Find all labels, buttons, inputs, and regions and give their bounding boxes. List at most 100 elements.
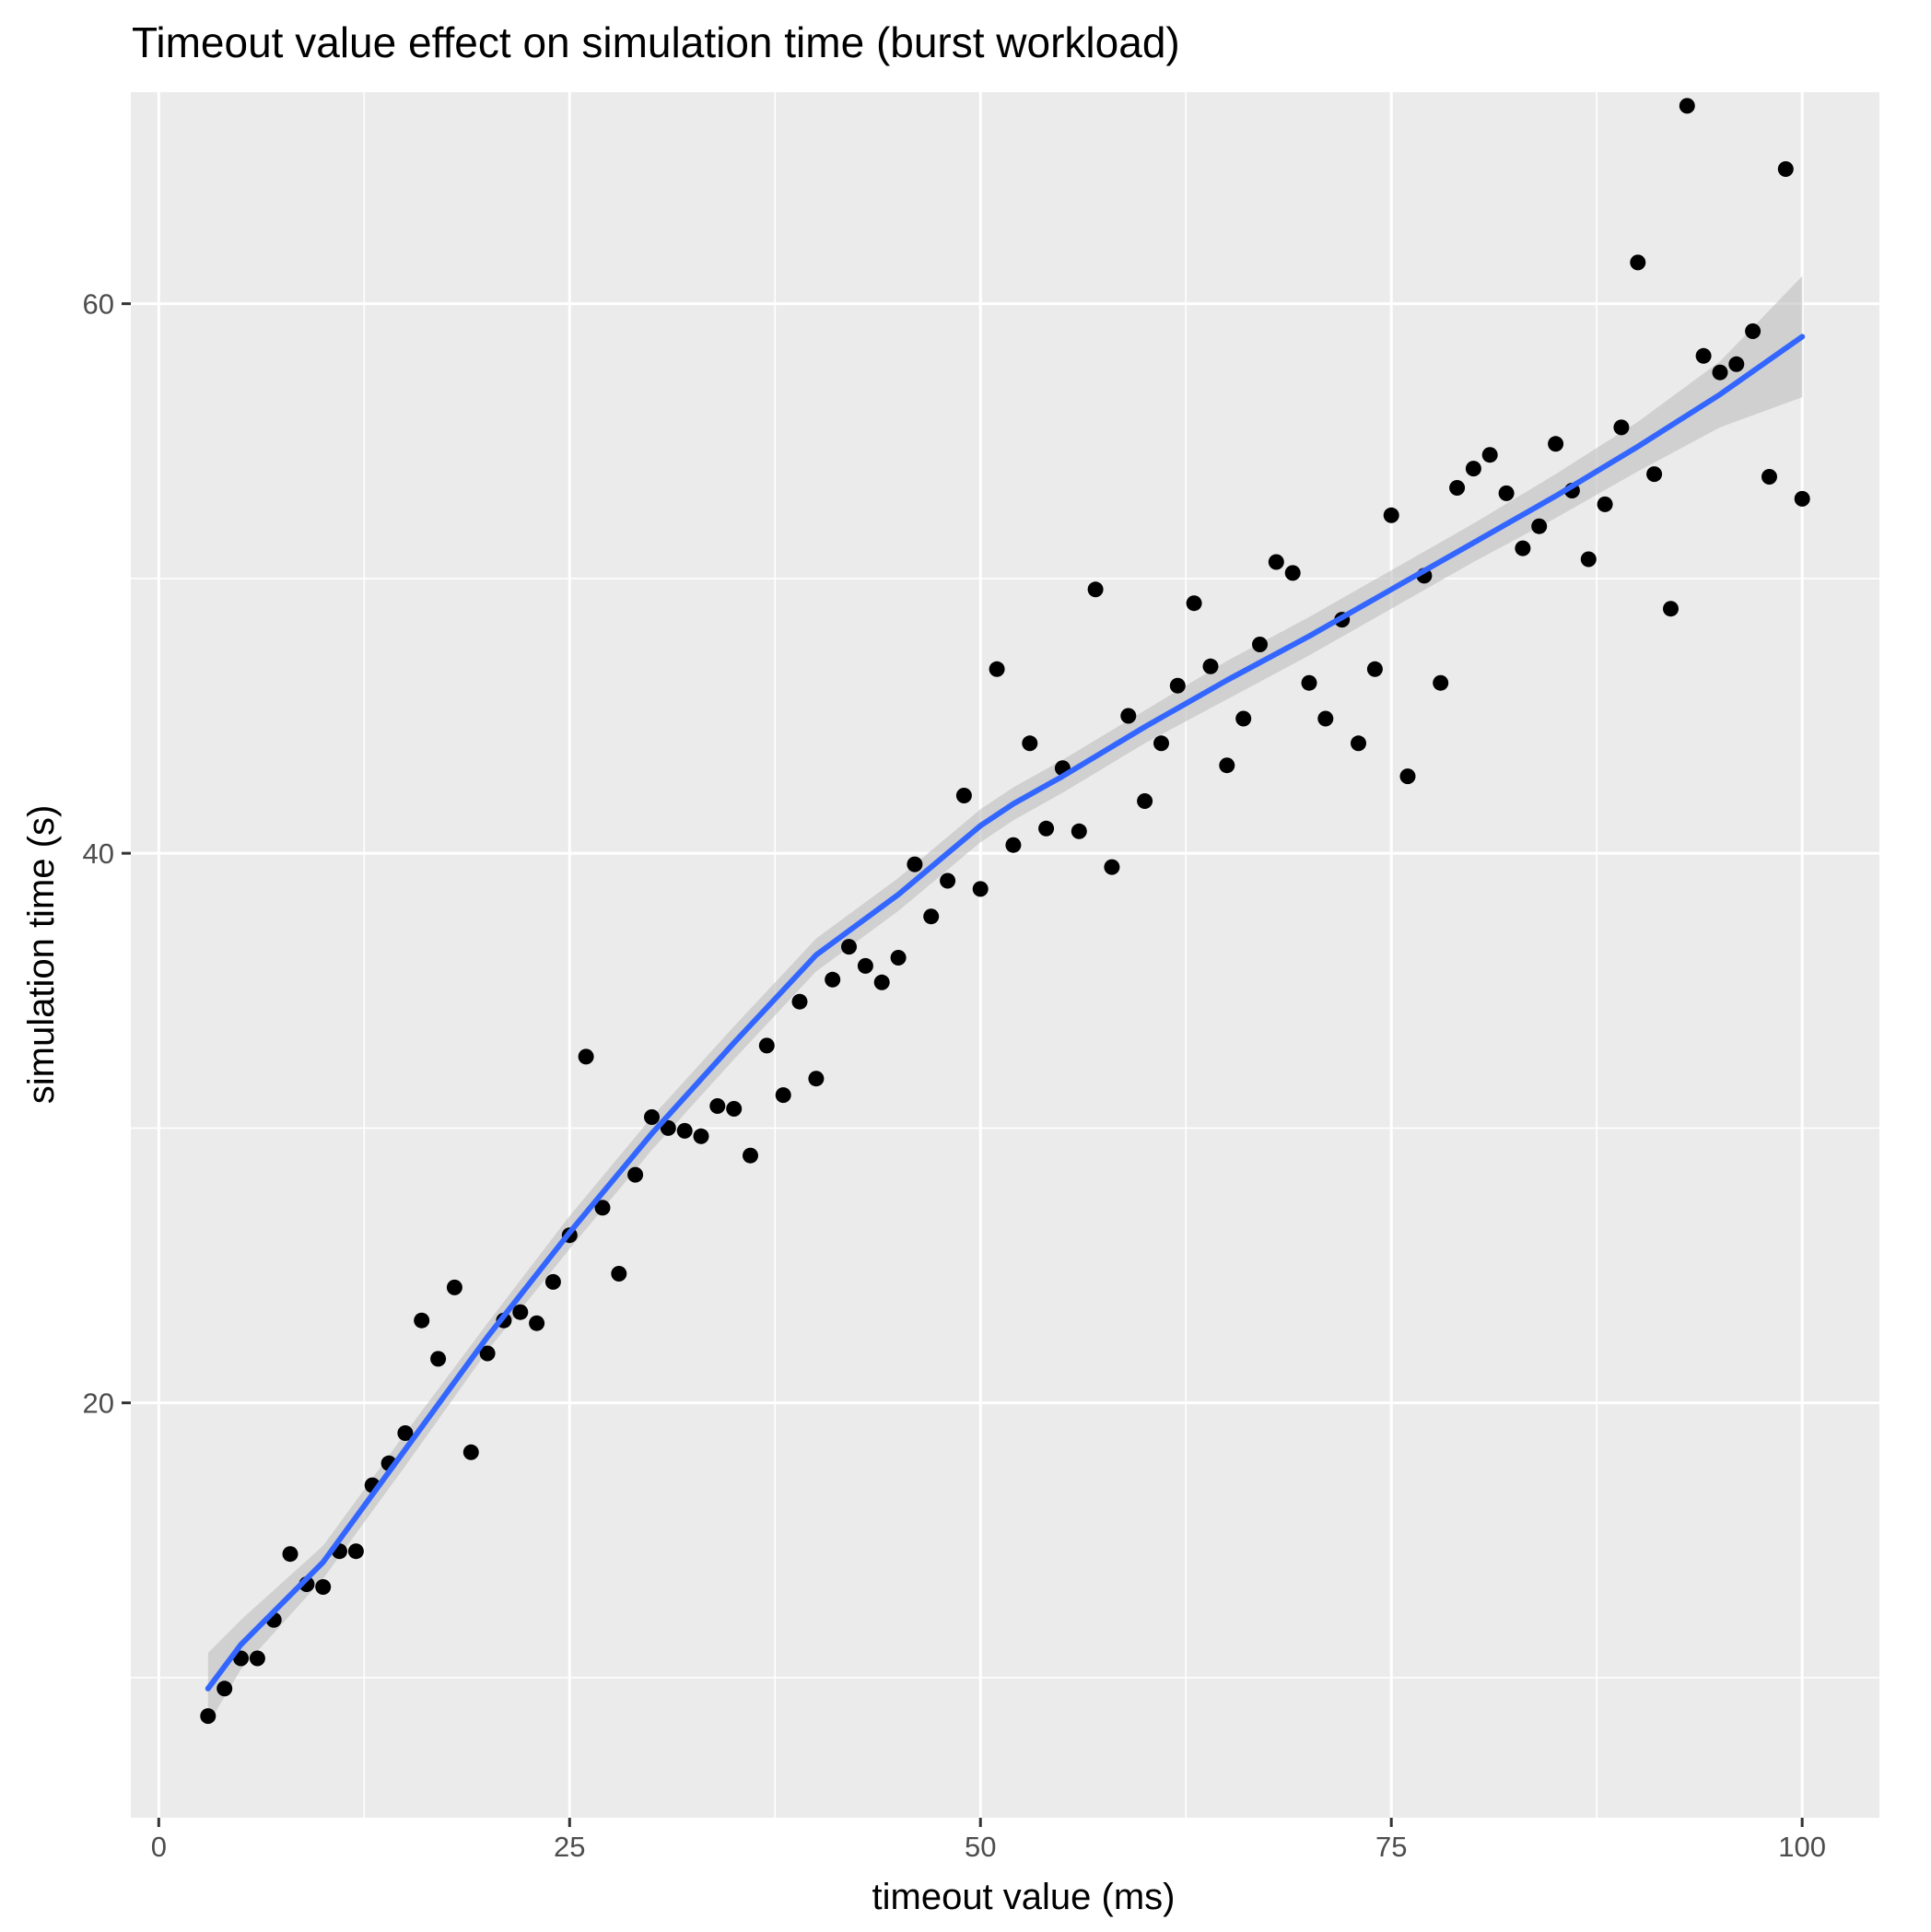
y-axis: 20 40 60 [83,288,131,1420]
data-point [544,1273,561,1290]
y-tick-label: 60 [83,288,114,321]
data-point [200,1708,217,1725]
data-point [315,1579,332,1595]
data-point [1120,708,1137,724]
data-point [1712,364,1728,381]
data-point [446,1279,462,1295]
data-point [743,1147,758,1164]
data-point [249,1650,265,1667]
data-point [1087,581,1104,598]
data-point [1104,859,1120,875]
chart-title: Timeout value effect on simulation time … [132,18,1180,66]
data-point [1186,595,1202,612]
data-point [791,993,808,1010]
data-point [627,1166,644,1183]
y-tick-label: 20 [83,1388,114,1420]
data-point [282,1546,298,1563]
data-points [200,98,1810,1725]
smooth-line [205,334,1806,1692]
data-point [1745,323,1761,339]
x-tick-label: 25 [554,1831,585,1863]
data-point [1449,480,1466,496]
data-point [1284,565,1301,581]
data-point [873,974,890,990]
data-point [1548,436,1564,452]
data-point [644,1109,660,1125]
data-point [775,1087,791,1104]
data-point [1022,735,1038,752]
data-point [758,1037,775,1054]
data-point [578,1048,594,1065]
data-point [1515,540,1531,556]
data-point [709,1098,726,1114]
data-point [972,881,989,897]
data-point [594,1200,611,1216]
data-point [1351,735,1366,752]
data-point [1169,677,1186,694]
data-point [1794,490,1810,507]
data-point [1597,496,1613,512]
data-point [347,1543,364,1560]
data-point [512,1304,529,1320]
grid-minor [131,92,1879,1818]
plot-panel [131,92,1879,1818]
data-point [1383,507,1399,523]
data-point [1630,254,1646,271]
data-point [529,1315,545,1331]
x-tick-label: 75 [1375,1831,1407,1863]
data-point [1202,658,1219,674]
x-tick-label: 0 [151,1831,167,1863]
data-point [825,971,841,988]
data-point [1777,161,1794,177]
data-point [1071,823,1087,839]
confidence-band-area [207,275,1803,1725]
data-point [1252,637,1268,652]
data-point [1531,518,1548,534]
smooth-line-path [205,334,1806,1692]
confidence-band [207,275,1803,1725]
data-point [1663,601,1679,617]
data-point [1235,710,1252,727]
data-point [462,1444,479,1460]
data-point [611,1266,627,1282]
data-point [1679,98,1695,114]
data-point [841,939,857,955]
data-point [1481,447,1498,463]
data-point [1153,735,1169,752]
data-point [808,1071,825,1087]
data-point [857,957,873,974]
y-axis-label: simulation time (s) [21,805,62,1105]
data-point [1038,820,1055,837]
x-axis: 0 25 50 75 100 [151,1818,1826,1863]
y-tick-label: 40 [83,837,114,870]
data-point [923,908,940,925]
data-point [676,1122,693,1139]
data-point [1646,466,1663,483]
data-point [1498,485,1515,501]
x-tick-label: 50 [965,1831,996,1863]
data-point [660,1119,676,1136]
data-point [1465,461,1481,477]
data-point [1219,757,1235,774]
data-point [1268,554,1284,570]
data-point [479,1345,496,1362]
data-point [940,872,956,889]
data-point [1366,661,1383,677]
data-point [1728,356,1745,372]
data-point [1433,674,1449,691]
x-tick-label: 100 [1778,1831,1826,1863]
data-point [1761,469,1777,485]
data-point [1580,551,1597,568]
data-point [907,856,923,872]
data-point [1005,837,1022,853]
data-point [217,1680,233,1697]
data-point [1317,710,1334,727]
data-point [430,1351,447,1367]
data-point [414,1312,430,1329]
data-point [890,950,907,966]
data-point [397,1425,414,1441]
data-point [693,1128,709,1144]
data-point [1613,419,1630,436]
data-point [955,788,972,803]
